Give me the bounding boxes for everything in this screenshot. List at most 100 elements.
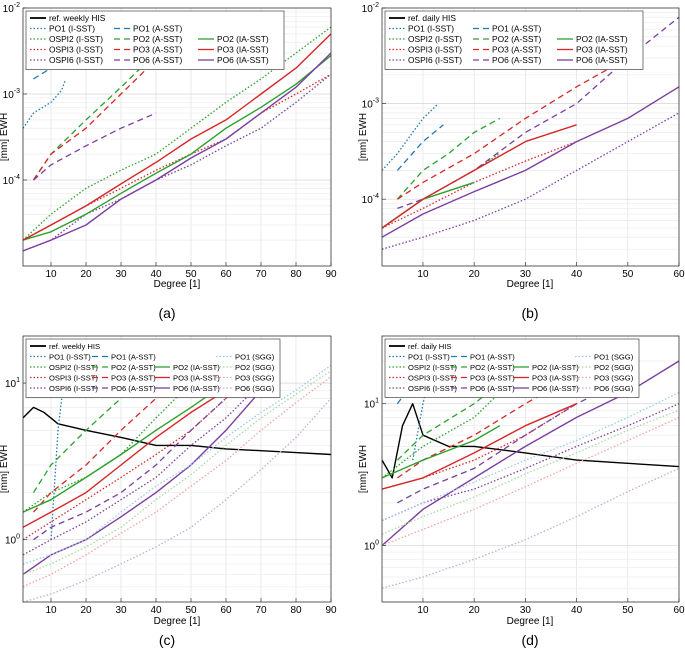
legend-label: PO3 (SGG) <box>594 374 634 383</box>
x-tick-label: 70 <box>255 269 267 280</box>
x-tick-label: 90 <box>325 605 337 616</box>
axes-frame <box>381 335 680 603</box>
series-line-po1-sgg- <box>382 391 679 522</box>
series-line-ospi6-i-sst- <box>382 403 679 522</box>
legend-label: PO2 (IA-SST) <box>217 34 269 44</box>
x-tick-label: 30 <box>115 269 127 280</box>
legend-label: PO1 (SGG) <box>235 353 275 362</box>
x-tick-label: 30 <box>520 269 532 280</box>
x-tick-label: 60 <box>673 269 685 280</box>
y-tick-base: 10 <box>362 4 374 15</box>
x-tick-label: 40 <box>150 269 162 280</box>
panel-caption: (b) <box>521 305 538 321</box>
y-tick-base: 10 <box>3 4 15 15</box>
x-tick-label: 10 <box>45 269 57 280</box>
legend-label: PO1 (I-SST) <box>408 24 454 34</box>
series-line-ospi2-i-sst- <box>23 382 192 513</box>
y-axis-label: [mm] EWH <box>358 113 369 161</box>
series-line-po3-a-sst- <box>397 374 577 479</box>
series-group <box>23 342 331 602</box>
legend-label: PO2 (SGG) <box>235 363 275 372</box>
series-line-po2-ia-sst- <box>23 54 331 241</box>
series-line-po3-ia-sst- <box>23 33 331 241</box>
legend-label: PO6 (A-SST) <box>133 55 183 65</box>
legend-label: PO2 (IA-SST) <box>576 34 628 44</box>
series-line-ref-weekly-his <box>23 406 331 456</box>
legend-label: OSPI6 (I-SST) <box>408 384 457 393</box>
x-axis-label: Degree [1] <box>154 616 201 627</box>
legend-label: PO6 (SGG) <box>235 384 275 393</box>
series-group <box>382 16 679 250</box>
legend-label: PO2 (A-SST) <box>111 363 156 372</box>
y-tick-exponent: 0 <box>16 534 20 541</box>
x-tick-label: 30 <box>520 605 532 616</box>
y-tick-exponent: -3 <box>373 98 379 105</box>
legend-label: PO3 (A-SST) <box>111 374 156 383</box>
legend-label: OSPI3 (I-SST) <box>49 374 98 383</box>
x-tick-label: 50 <box>622 605 634 616</box>
series-line-ref-daily-his <box>382 403 679 479</box>
x-tick-label: 40 <box>150 605 162 616</box>
legend-label: PO6 (A-SST) <box>492 55 542 65</box>
x-tick-label: 10 <box>45 605 57 616</box>
legend-box <box>384 338 640 398</box>
legend-label: PO6 (IA-SST) <box>173 384 220 393</box>
legend-label: OSPI2 (I-SST) <box>49 363 98 372</box>
panel-caption: (a) <box>158 305 175 321</box>
legend-box <box>384 10 644 70</box>
y-tick-label: 100 <box>364 540 379 553</box>
legend-label: PO3 (A-SST) <box>133 45 183 55</box>
x-tick-label: 40 <box>571 605 583 616</box>
y-axis-label: [mm] EWH <box>0 113 10 161</box>
legend-label: PO2 (IA-SST) <box>532 363 579 372</box>
y-tick-exponent: -2 <box>373 2 379 9</box>
legend-label: PO3 (SGG) <box>235 374 275 383</box>
legend-label: OSPI2 (I-SST) <box>49 34 103 44</box>
series-line-po3-sgg- <box>382 416 679 547</box>
series-line-po3-ia-sst- <box>382 403 577 490</box>
legend-label: OSPI3 (I-SST) <box>49 45 103 55</box>
series-line-po2-a-sst- <box>396 117 501 200</box>
x-tick-label: 70 <box>255 605 267 616</box>
y-tick-base: 10 <box>5 536 17 547</box>
y-tick-base: 10 <box>5 379 17 390</box>
y-tick-base: 10 <box>362 100 374 111</box>
axes-frame <box>22 7 332 267</box>
legend-label: PO1 (I-SST) <box>49 353 91 362</box>
x-axis-label: Degree [1] <box>507 279 554 290</box>
y-tick-exponent: -3 <box>14 88 20 95</box>
series-line-po1-i-sst- <box>412 360 434 461</box>
legend-label: PO3 (IA-SST) <box>217 45 269 55</box>
y-axis-label: [mm] EWH <box>0 445 10 493</box>
series-line-ospi6-i-sst- <box>382 112 679 250</box>
y-tick-base: 10 <box>364 400 376 411</box>
y-tick-label: 101 <box>364 398 379 411</box>
legend-label: OSPI3 (I-SST) <box>408 374 457 383</box>
x-tick-label: 60 <box>220 605 232 616</box>
legend-label: PO6 (A-SST) <box>470 384 515 393</box>
series-line-po6-ia-sst- <box>23 52 331 252</box>
legend-label: OSPI3 (I-SST) <box>408 45 462 55</box>
y-tick-exponent: -4 <box>373 193 379 200</box>
y-tick-exponent: -2 <box>14 2 20 9</box>
y-tick-exponent: 0 <box>375 540 379 547</box>
legend-label: PO2 (A-SST) <box>133 34 183 44</box>
x-tick-label: 20 <box>80 605 92 616</box>
x-tick-label: 10 <box>417 605 429 616</box>
series-line-po1-a-sst- <box>396 124 444 171</box>
x-axis-label: Degree [1] <box>507 616 554 627</box>
y-tick-label: 101 <box>5 377 20 390</box>
legend-label: PO2 (IA-SST) <box>173 363 220 372</box>
legend-label: PO3 (IA-SST) <box>532 374 579 383</box>
legend-label: PO1 (I-SST) <box>49 24 95 34</box>
series-line-po3-sgg- <box>23 376 331 588</box>
legend-label: OSPI6 (I-SST) <box>49 384 98 393</box>
y-tick-label: 10-4 <box>3 174 20 187</box>
x-tick-label: 20 <box>469 605 481 616</box>
legend-box <box>25 10 285 70</box>
legend-label: PO1 (A-SST) <box>470 353 515 362</box>
